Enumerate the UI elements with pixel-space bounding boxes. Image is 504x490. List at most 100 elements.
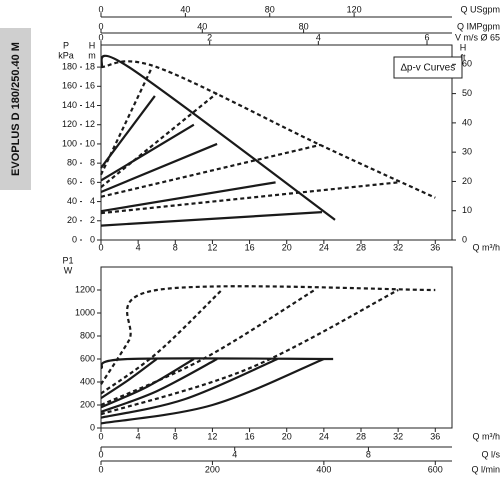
- extra-axis-tick-label: 40: [197, 21, 207, 31]
- y-tick-label: 40: [462, 117, 472, 127]
- x-tick-label: 12: [207, 242, 217, 252]
- curve: [100, 211, 323, 227]
- extra-axis-tick-label: 0: [98, 21, 103, 31]
- y-tick-label: 0: [462, 234, 467, 244]
- curve: [100, 142, 218, 193]
- side-band: [0, 28, 31, 190]
- top-plot-frame: [100, 44, 453, 241]
- x-tick-label: 0: [98, 431, 103, 441]
- x-tick-label: 0: [98, 242, 103, 252]
- y-tick-label: 6: [90, 177, 95, 187]
- y-tick-label: 10: [85, 138, 95, 148]
- y-tick-label: 100: [62, 138, 77, 148]
- y-tick-label: 10: [462, 205, 472, 215]
- curve: [100, 358, 195, 409]
- y-tick-label: 120: [62, 119, 77, 129]
- y-tick-label: 80: [67, 158, 77, 168]
- extra-axis-tick-label: 600: [428, 464, 443, 474]
- curve: [100, 66, 154, 176]
- y-tick-label: 20: [462, 176, 472, 186]
- extra-axis-tick-label: 120: [347, 4, 362, 14]
- y-tick-label: 20: [67, 215, 77, 225]
- curve: [100, 358, 158, 400]
- extra-axis-tick-label: 4: [316, 32, 321, 42]
- extra-axis-tick-label: 0: [98, 32, 103, 42]
- y-tick-label: 1200: [75, 284, 95, 294]
- extra-axis-tick-label: 400: [316, 464, 331, 474]
- y-tick-label: 14: [85, 100, 95, 110]
- x-tick-label: 8: [173, 431, 178, 441]
- y-tick-label: 60: [462, 59, 472, 69]
- y-tick-label: 8: [90, 158, 95, 168]
- y-tick-label: 40: [67, 196, 77, 206]
- x-tick-label: 20: [282, 242, 292, 252]
- y-tick-label: 60: [67, 177, 77, 187]
- extra-axis-label: Q l/s: [481, 449, 500, 459]
- curve: [100, 357, 325, 425]
- x-tick-label: 20: [282, 431, 292, 441]
- y-tick-label: 2: [90, 215, 95, 225]
- y-tick-label: 140: [62, 100, 77, 110]
- x-axis-label: Q m³/h: [472, 431, 500, 441]
- y-tick-label: 600: [80, 353, 95, 363]
- curve: [100, 289, 316, 407]
- extra-axis-tick-label: 0: [98, 4, 103, 14]
- extra-axis-tick-label: 0: [98, 464, 103, 474]
- curve: [100, 95, 156, 169]
- curve: [99, 54, 336, 221]
- curve: [100, 181, 276, 213]
- x-tick-label: 32: [393, 431, 403, 441]
- extra-axis-label: V m/s Ø 65: [455, 32, 500, 42]
- x-tick-label: 8: [173, 242, 178, 252]
- y-tick-label: 0: [90, 234, 95, 244]
- y-tick-label: 800: [80, 330, 95, 340]
- y-tick-label: 18: [85, 61, 95, 71]
- curve: [100, 123, 195, 182]
- y-tick-label: 180: [62, 61, 77, 71]
- x-tick-label: 12: [207, 431, 217, 441]
- extra-axis-label: Q IMPgpm: [457, 21, 500, 31]
- x-tick-label: 24: [319, 242, 329, 252]
- extra-axis-tick-label: 80: [299, 21, 309, 31]
- y-tick-label: 200: [80, 399, 95, 409]
- y-tick-label: 30: [462, 147, 472, 157]
- y-tick-label: 1000: [75, 307, 95, 317]
- x-tick-label: 16: [245, 431, 255, 441]
- side-label: EVOPLUS D 180/250.40 M: [10, 42, 22, 176]
- extra-axis-tick-label: 0: [98, 449, 103, 459]
- extra-axis-tick-label: 40: [180, 4, 190, 14]
- x-tick-label: 28: [356, 242, 366, 252]
- x-tick-label: 4: [136, 431, 141, 441]
- x-axis-label: Q m³/h: [472, 242, 500, 252]
- y-tick-label: 16: [85, 81, 95, 91]
- curve: [100, 289, 399, 416]
- curve: [100, 357, 334, 370]
- y-tick-label: 12: [85, 119, 95, 129]
- legend-box: [393, 56, 463, 79]
- extra-axis-tick-label: 80: [265, 4, 275, 14]
- y2-axis-unit: ft: [460, 52, 466, 62]
- curve: [100, 181, 399, 215]
- y-tick-label: 0: [90, 422, 95, 432]
- extra-axis-label: Q USgpm: [460, 4, 500, 14]
- y-tick-label: 0: [72, 234, 77, 244]
- curve: [100, 285, 436, 385]
- extra-axis-tick-label: 6: [424, 32, 429, 42]
- bottom-plot-frame: [100, 266, 453, 429]
- x-tick-label: 36: [430, 242, 440, 252]
- x-tick-label: 24: [319, 431, 329, 441]
- y-axis-unit: m: [88, 50, 96, 60]
- extra-axis-label: Q l/min: [471, 464, 500, 474]
- curve: [100, 357, 278, 419]
- legend-text: ∆p-v Curves: [401, 63, 455, 74]
- y-axis-label: P: [63, 40, 69, 50]
- x-tick-label: 16: [245, 242, 255, 252]
- curve: [100, 92, 218, 189]
- y2-axis-label: H: [460, 42, 467, 52]
- y-tick-label: 4: [90, 196, 95, 206]
- y-tick-label: 160: [62, 81, 77, 91]
- curve: [100, 289, 223, 395]
- extra-axis-tick-label: 4: [232, 449, 237, 459]
